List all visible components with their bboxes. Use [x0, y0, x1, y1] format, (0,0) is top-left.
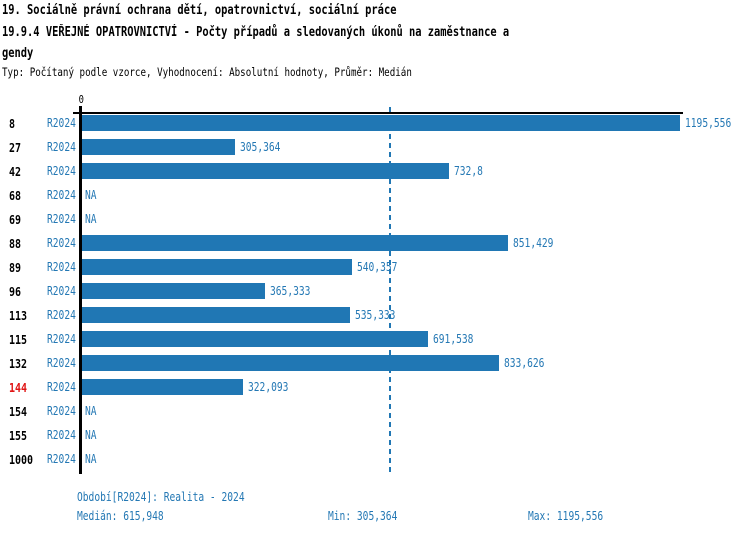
row-period-label: R2024 [47, 236, 76, 250]
row-period-label: R2024 [47, 140, 76, 154]
row-code-label: 88 [9, 236, 22, 251]
report-subtitle-line1: 19.9.4 VEŘEJNÉ OPATROVNICTVÍ - Počty pří… [2, 25, 510, 40]
median-stat: Medián: 615,948 [77, 509, 164, 523]
value-label: 691,538 [433, 332, 474, 346]
row-period-label: R2024 [47, 332, 76, 346]
chart-row-8: 8 R2024 1195,556 [0, 115, 750, 132]
row-period-label: R2024 [47, 404, 76, 418]
row-period-label: R2024 [47, 212, 76, 226]
axis-zero-tick-label: 0 [73, 94, 89, 106]
value-label: 833,626 [504, 356, 545, 370]
chart-row-27: 27 R2024 305,364 [0, 139, 750, 156]
chart-row-89: 89 R2024 540,357 [0, 259, 750, 276]
row-code-label: 1000 [9, 452, 34, 467]
row-code-label: 89 [9, 260, 22, 275]
value-label: 540,357 [357, 260, 398, 274]
row-code-label: 155 [9, 428, 28, 443]
row-period-label: R2024 [47, 356, 76, 370]
row-code-label: 8 [9, 116, 16, 131]
chart-row-42: 42 R2024 732,8 [0, 163, 750, 180]
na-label: NA [85, 452, 97, 466]
row-period-label: R2024 [47, 284, 76, 298]
chart-row-132: 132 R2024 833,626 [0, 355, 750, 372]
row-period-label: R2024 [47, 116, 76, 130]
zero-tick-mark [73, 112, 79, 114]
report-subtitle-line2: gendy [2, 46, 34, 61]
value-label: 535,333 [355, 308, 396, 322]
chart-row-69: 69 R2024 NA [0, 211, 750, 228]
chart-row-1000: 1000 R2024 NA [0, 451, 750, 468]
value-bar [82, 115, 680, 131]
row-period-label: R2024 [47, 164, 76, 178]
value-bar [82, 283, 265, 299]
chart-row-68: 68 R2024 NA [0, 187, 750, 204]
axis-zero-tick-label-text: 0 [78, 93, 84, 106]
median-reference-line [389, 107, 391, 474]
min-stat: Min: 305,364 [328, 509, 398, 523]
chart-row-96: 96 R2024 365,333 [0, 283, 750, 300]
row-code-label: 113 [9, 308, 28, 323]
chart-row-155: 155 R2024 NA [0, 427, 750, 444]
row-code-label: 27 [9, 140, 22, 155]
na-label: NA [85, 188, 97, 202]
period-label: Období[R2024]: Realita - 2024 [77, 490, 245, 504]
na-label: NA [85, 212, 97, 226]
value-bar [82, 307, 350, 323]
report-title: 19. Sociálně právní ochrana dětí, opatro… [2, 3, 397, 18]
value-bar [82, 235, 508, 251]
x-axis-line [79, 112, 683, 114]
value-bar [82, 331, 428, 347]
row-code-label: 154 [9, 404, 28, 419]
value-label: 322,093 [248, 380, 289, 394]
value-bar [82, 259, 352, 275]
chart-row-115: 115 R2024 691,538 [0, 331, 750, 348]
value-bar [82, 139, 235, 155]
row-code-label: 115 [9, 332, 28, 347]
row-period-label: R2024 [47, 260, 76, 274]
row-code-label: 144 [9, 380, 28, 395]
value-label: 732,8 [454, 164, 483, 178]
row-code-label: 69 [9, 212, 22, 227]
value-label: 305,364 [240, 140, 281, 154]
row-code-label: 96 [9, 284, 22, 299]
row-period-label: R2024 [47, 380, 76, 394]
value-bar [82, 379, 243, 395]
row-code-label: 42 [9, 164, 22, 179]
row-code-label: 68 [9, 188, 22, 203]
chart-row-144: 144 R2024 322,093 [0, 379, 750, 396]
report-type-info: Typ: Počítaný podle vzorce, Vyhodnocení:… [2, 65, 412, 79]
row-period-label: R2024 [47, 428, 76, 442]
value-label: 365,333 [270, 284, 311, 298]
row-period-label: R2024 [47, 452, 76, 466]
y-axis-line [79, 106, 82, 474]
na-label: NA [85, 428, 97, 442]
chart-row-154: 154 R2024 NA [0, 403, 750, 420]
value-bar [82, 163, 449, 179]
row-period-label: R2024 [47, 308, 76, 322]
chart-row-88: 88 R2024 851,429 [0, 235, 750, 252]
row-period-label: R2024 [47, 188, 76, 202]
value-bar [82, 355, 499, 371]
value-label: 1195,556 [685, 116, 732, 130]
chart-row-113: 113 R2024 535,333 [0, 307, 750, 324]
na-label: NA [85, 404, 97, 418]
max-stat: Max: 1195,556 [528, 509, 604, 523]
row-code-label: 132 [9, 356, 28, 371]
value-label: 851,429 [513, 236, 554, 250]
